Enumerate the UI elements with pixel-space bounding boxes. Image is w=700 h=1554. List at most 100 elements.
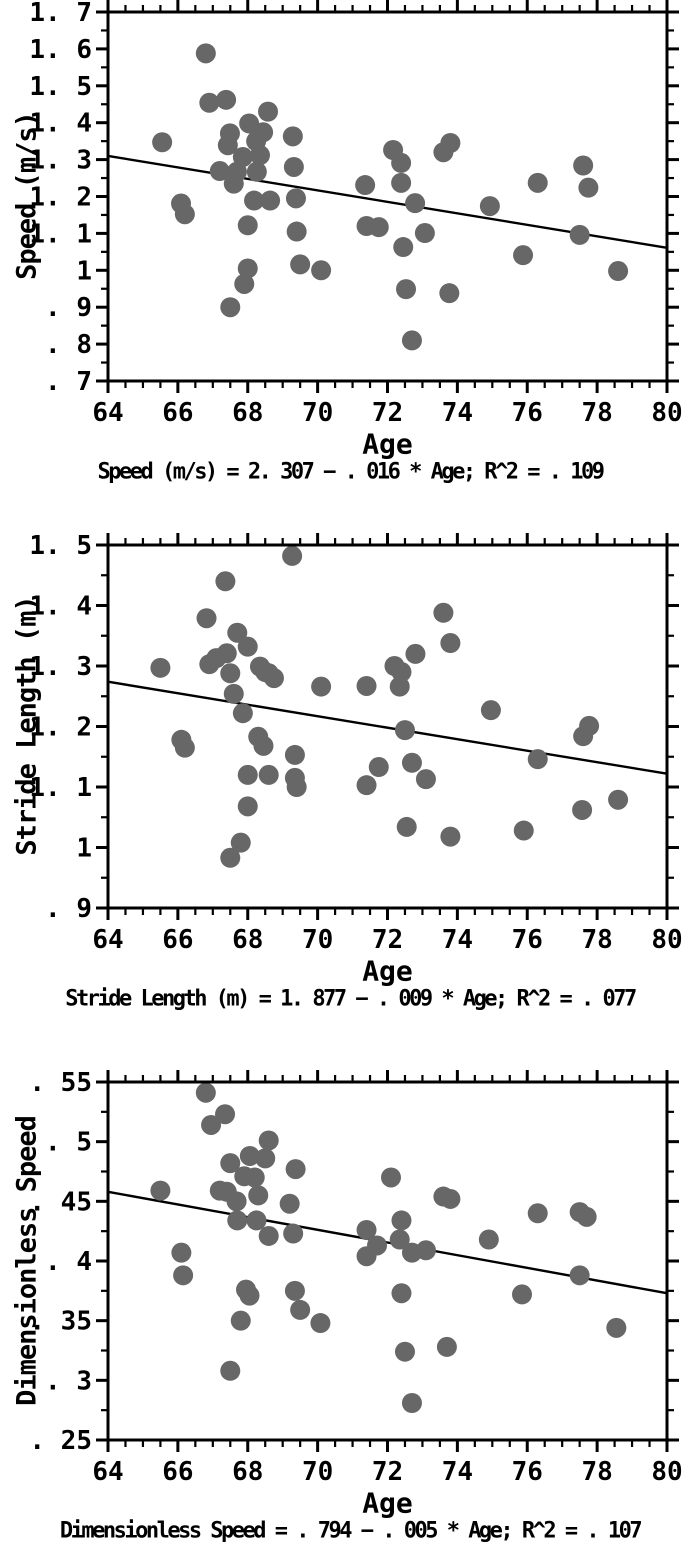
- data-point: [439, 283, 460, 304]
- regression-caption-dimensionless-speed: Dimensionless Speed = . 794 − . 005 * Ag…: [59, 1518, 643, 1544]
- y-tick-label: . 25: [29, 1426, 92, 1456]
- x-tick-label: 72: [372, 1457, 403, 1487]
- data-point: [286, 777, 307, 797]
- data-point: [608, 261, 629, 282]
- data-point: [152, 132, 173, 153]
- data-point: [230, 1310, 251, 1331]
- x-axis-title-dimensionless-speed: Age: [362, 1486, 413, 1520]
- data-point: [401, 752, 422, 773]
- chart-stride-length-m: . 9 1 1. 1 1. 2 1. 3 1. 4 1. 5 64 66 68 70 72 74 76 78…: [29, 531, 682, 955]
- data-point: [368, 217, 389, 238]
- data-point: [356, 675, 377, 696]
- x-tick-label: 66: [162, 1457, 193, 1487]
- data-point: [230, 832, 251, 853]
- data-point: [223, 173, 244, 194]
- y-tick-label: 1. 3: [29, 652, 92, 682]
- data-point: [286, 221, 307, 242]
- y-tick-label: . 45: [29, 1187, 92, 1217]
- data-point: [199, 92, 220, 113]
- y-tick-label: 1. 3: [29, 146, 92, 176]
- x-tick-label: 76: [512, 398, 543, 428]
- data-point: [258, 101, 279, 122]
- data-point: [405, 643, 426, 664]
- y-tick-label: . 3: [45, 1366, 92, 1396]
- data-point: [217, 135, 238, 156]
- data-point: [389, 676, 410, 697]
- data-point: [290, 1299, 311, 1320]
- y-tick-label: . 9: [45, 293, 92, 323]
- data-point: [199, 654, 220, 675]
- data-point: [171, 1242, 192, 1263]
- data-point: [479, 196, 500, 217]
- data-point: [512, 1284, 533, 1305]
- data-point: [284, 1280, 305, 1301]
- x-tick-label: 68: [232, 398, 263, 428]
- data-point: [415, 769, 436, 790]
- data-point: [391, 172, 412, 193]
- y-tick-label: 1: [76, 834, 92, 864]
- y-tick-label: . 5: [45, 1128, 92, 1158]
- y-axis-title-dimensionless-speed: Dimensionless Speed: [11, 1116, 43, 1406]
- x-tick-label: 76: [512, 1457, 543, 1487]
- x-tick-label: 72: [372, 925, 403, 955]
- data-point: [440, 132, 461, 153]
- x-tick-label: 80: [651, 925, 682, 955]
- data-point: [260, 190, 281, 211]
- data-point: [436, 1336, 457, 1357]
- data-point: [405, 193, 426, 214]
- data-point: [368, 757, 389, 778]
- data-point: [258, 1130, 279, 1151]
- data-point: [283, 156, 304, 177]
- data-point: [608, 789, 629, 810]
- y-tick-label: 1: [76, 256, 92, 286]
- chart-speed-m-s: . 7 . 8 . 9 1 1. 1 1. 2 1. 3 1. 4 1. 5 1. 6 1. 7 64…: [29, 0, 683, 428]
- y-tick-label: 1. 4: [29, 592, 92, 622]
- data-point: [356, 1219, 377, 1240]
- data-point: [258, 1225, 279, 1246]
- y-tick-label: 1. 1: [29, 773, 92, 803]
- data-point: [248, 1185, 269, 1206]
- x-axis-title-stride-length: Age: [362, 954, 413, 988]
- data-point: [220, 847, 241, 868]
- data-point: [237, 764, 258, 785]
- data-point: [220, 297, 241, 318]
- data-point: [440, 826, 461, 847]
- data-point: [237, 258, 258, 279]
- data-point: [244, 1167, 265, 1188]
- data-point: [174, 204, 195, 225]
- data-point: [226, 1191, 247, 1212]
- data-point: [209, 161, 230, 182]
- x-tick-label: 76: [512, 925, 543, 955]
- data-point: [227, 1210, 248, 1231]
- data-point: [150, 1180, 171, 1201]
- data-point: [576, 1206, 597, 1227]
- data-point: [279, 1193, 300, 1214]
- data-point: [391, 1210, 412, 1231]
- y-tick-label: 1. 2: [29, 183, 92, 213]
- data-point: [283, 1223, 304, 1244]
- data-point: [440, 1188, 461, 1209]
- data-point: [246, 1210, 267, 1231]
- y-tick-label: 1. 6: [29, 35, 92, 65]
- data-point: [253, 735, 274, 756]
- data-point: [237, 636, 258, 657]
- x-tick-label: 68: [232, 1457, 263, 1487]
- x-tick-label: 70: [302, 925, 333, 955]
- data-point: [215, 571, 236, 592]
- data-point: [311, 260, 332, 281]
- data-point: [606, 1317, 627, 1338]
- x-tick-label: 64: [92, 398, 123, 428]
- data-point: [255, 1148, 276, 1169]
- data-point: [440, 633, 461, 654]
- data-point: [527, 172, 548, 193]
- data-point: [237, 796, 258, 817]
- y-tick-label: . 7: [45, 367, 92, 397]
- data-point: [201, 1114, 222, 1135]
- data-point: [237, 215, 258, 236]
- data-point: [232, 703, 253, 724]
- data-point: [244, 190, 265, 211]
- plot-box: [106, 10, 669, 383]
- y-tick-label: . 9: [45, 894, 92, 924]
- data-point: [285, 1159, 306, 1180]
